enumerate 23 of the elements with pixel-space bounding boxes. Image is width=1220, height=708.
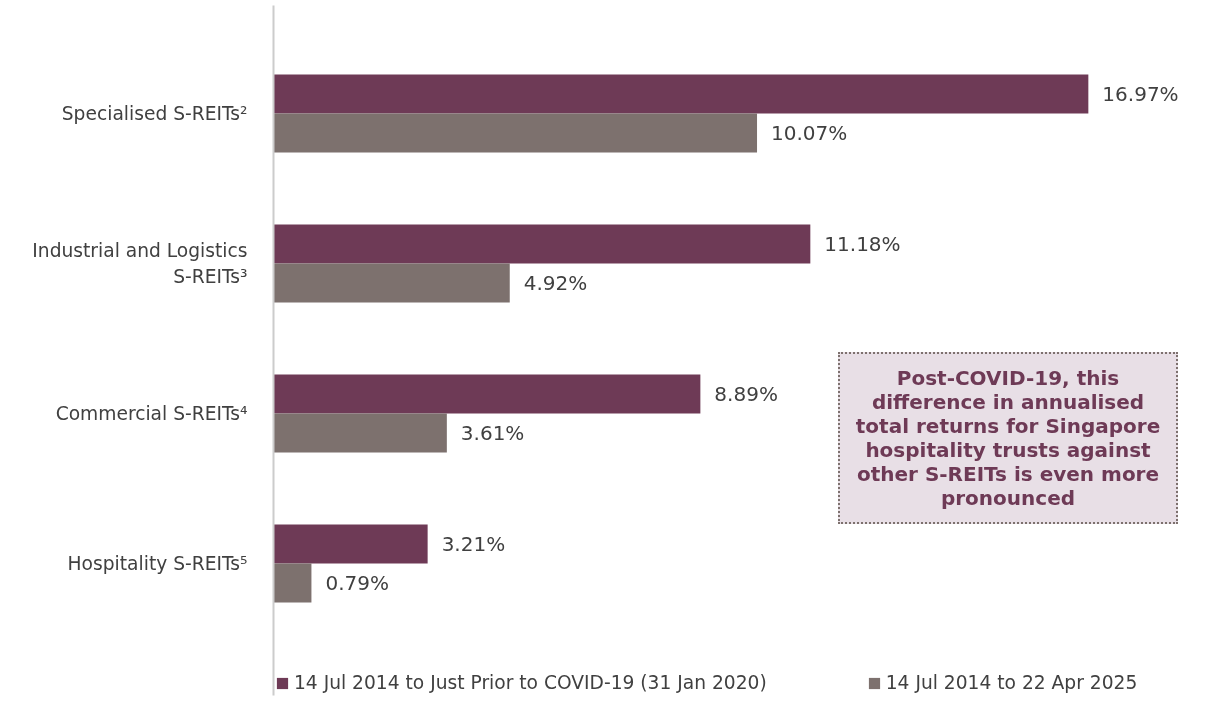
y-tick-label: Industrial and Logistics S-REITs³ [32, 240, 248, 287]
y-tick-label: Commercial S-REITs⁴ [55, 403, 248, 424]
data-label: 3.21% [441, 532, 506, 556]
data-label: 3.61% [460, 421, 525, 445]
bar [273, 413, 447, 453]
bar [273, 113, 758, 153]
bar [273, 74, 1089, 114]
data-label: 4.92% [523, 271, 588, 295]
data-label: 8.89% [714, 382, 778, 406]
bar [273, 263, 510, 303]
legend-label: 14 Jul 2014 to 22 Apr 2025 [885, 672, 1138, 693]
bar [273, 524, 428, 564]
y-tick-label: Hospitality S-REITs⁵ [67, 553, 248, 574]
bar [273, 374, 701, 414]
bar [273, 224, 811, 264]
bar [273, 563, 312, 603]
data-label: 11.18% [824, 232, 901, 256]
data-label: 10.07% [771, 121, 848, 145]
y-tick-label: Specialised S-REITs² [61, 103, 248, 124]
data-label: 16.97% [1102, 82, 1179, 106]
data-label: 0.79% [325, 571, 389, 595]
note-box: Post-COVID-19, this difference in annualised total returns for Singapore hospitality trusts against other S-REITs is even more pronounced [838, 352, 1178, 524]
legend-label: 14 Jul 2014 to Just Prior to COVID-19 (31 Jan 2020) [294, 672, 767, 693]
